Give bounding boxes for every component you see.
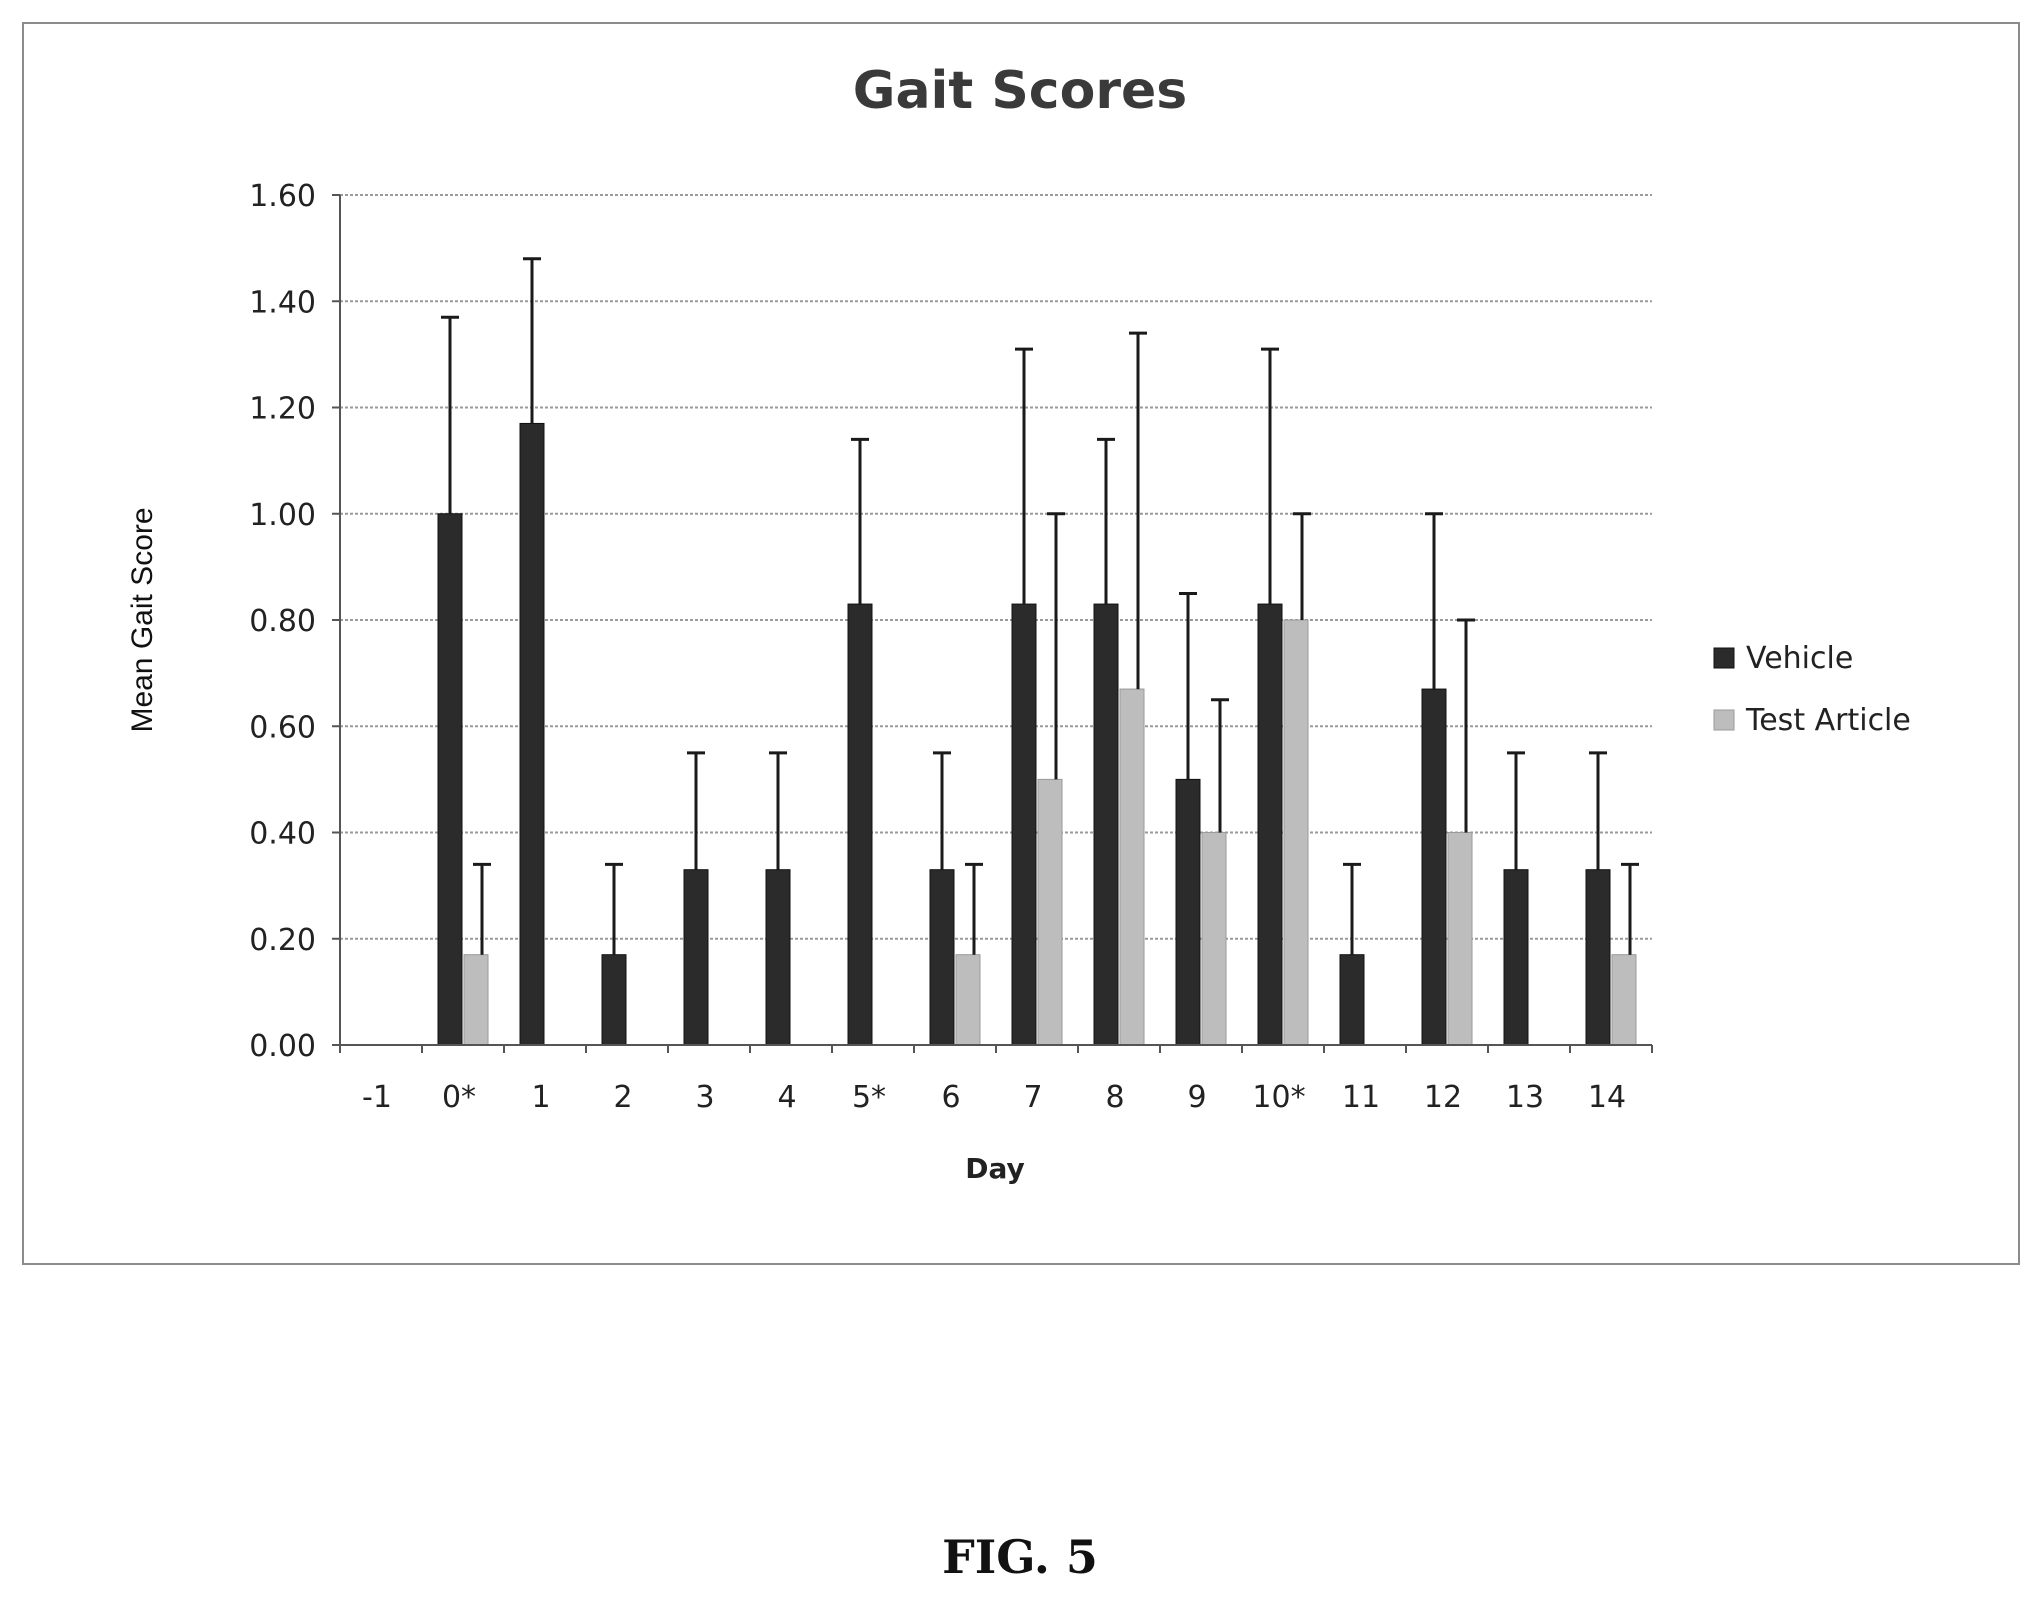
bar-vehicle — [1503, 869, 1529, 1046]
bar-vehicle — [1585, 869, 1611, 1046]
chart-frame — [22, 22, 2020, 1265]
x-tick-label: 11 — [1342, 1080, 1380, 1115]
x-tick-label: 8 — [1105, 1080, 1124, 1115]
bar-vehicle — [683, 869, 709, 1046]
y-tick-label: 1.40 — [249, 285, 316, 320]
y-axis-label: Mean Gait Score — [126, 507, 159, 732]
bars — [437, 257, 1639, 1046]
legend-swatch — [1713, 709, 1735, 731]
bar-vehicle — [1175, 778, 1201, 1046]
figure-caption: FIG. 5 — [942, 1530, 1098, 1584]
legend: Vehicle Test Article — [1713, 641, 1911, 738]
legend-label: Test Article — [1745, 703, 1911, 738]
gait-scores-chart: Gait Scores Mean Gait Score Day 0.00 0.20… — [126, 61, 1911, 1185]
x-tick-label: 13 — [1506, 1080, 1544, 1115]
x-axis-label: Day — [965, 1152, 1025, 1185]
bar-test-article — [1611, 954, 1637, 1046]
y-tick-label: 0.20 — [249, 923, 316, 958]
bar-test-article — [955, 954, 981, 1046]
y-tick-label: 0.00 — [249, 1029, 316, 1064]
x-tick-label: 7 — [1023, 1080, 1042, 1115]
y-tick-label: 0.60 — [249, 710, 316, 745]
axes: 0.00 0.20 0.40 0.60 0.80 1.00 1.20 1.40 1.60 -1 0*… — [249, 179, 1653, 1115]
x-tick-label: -1 — [362, 1080, 392, 1115]
y-tick-label: 0.80 — [249, 604, 316, 639]
bar-vehicle — [847, 603, 873, 1046]
bar-vehicle — [437, 513, 463, 1046]
bar-test-article — [1037, 778, 1063, 1046]
legend-label: Vehicle — [1746, 641, 1853, 676]
bar-vehicle — [1093, 603, 1119, 1046]
x-tick-label: 4 — [777, 1080, 796, 1115]
x-tick-label: 10* — [1252, 1080, 1305, 1115]
x-tick-label: 9 — [1187, 1080, 1206, 1115]
x-tick-label: 1 — [531, 1080, 550, 1115]
x-tick-label: 2 — [613, 1080, 632, 1115]
bar-vehicle — [929, 869, 955, 1046]
chart-title: Gait Scores — [853, 61, 1187, 121]
y-tick-label: 1.60 — [249, 179, 316, 214]
bar-test-article — [463, 954, 489, 1046]
y-tick-label: 0.40 — [249, 817, 316, 852]
bar-test-article — [1447, 832, 1473, 1046]
bar-test-article — [1283, 619, 1309, 1046]
bar-test-article — [1201, 832, 1227, 1046]
x-tick-label: 3 — [695, 1080, 714, 1115]
bar-vehicle — [601, 954, 627, 1046]
bar-vehicle — [519, 422, 545, 1046]
x-tick-label: 6 — [941, 1080, 960, 1115]
bar-vehicle — [1421, 688, 1447, 1046]
bar-vehicle — [1339, 954, 1365, 1046]
x-tick-label: 5* — [852, 1080, 886, 1115]
bar-vehicle — [1257, 603, 1283, 1046]
y-tick-label: 1.20 — [249, 392, 316, 427]
legend-swatch — [1713, 647, 1735, 669]
x-tick-label: 0* — [442, 1080, 476, 1115]
bar-test-article — [1119, 688, 1145, 1046]
bar-vehicle — [1011, 603, 1037, 1046]
x-tick-label: 12 — [1424, 1080, 1462, 1115]
gridlines — [340, 194, 1652, 940]
bar-vehicle — [765, 869, 791, 1046]
x-tick-label: 14 — [1588, 1080, 1626, 1115]
y-tick-label: 1.00 — [249, 498, 316, 533]
